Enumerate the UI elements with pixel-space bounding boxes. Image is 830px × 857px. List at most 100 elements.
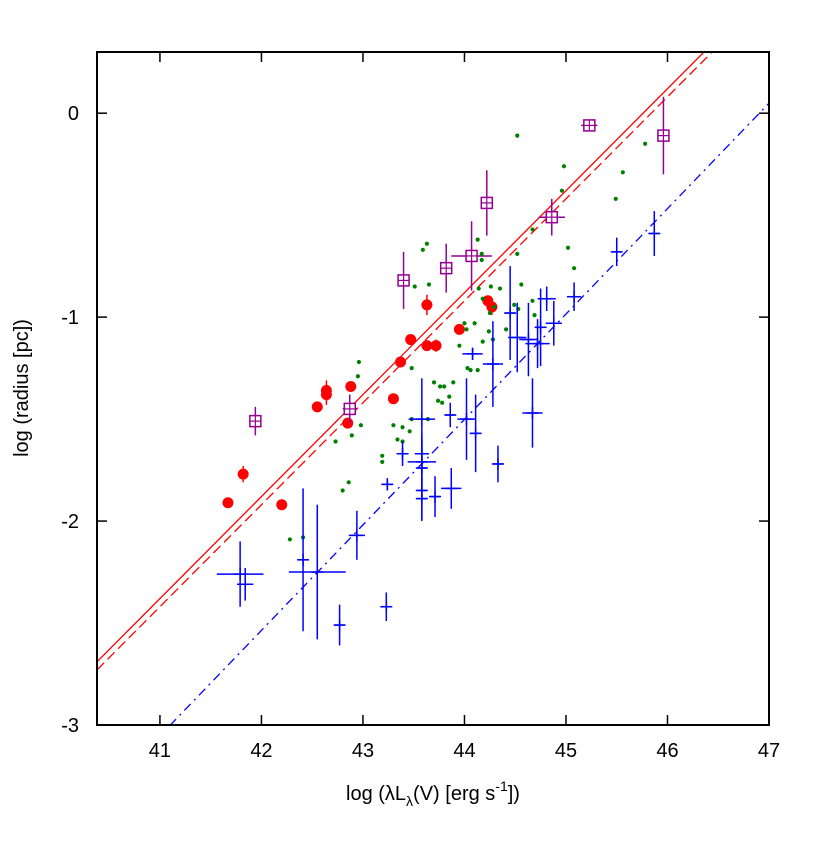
data-point: [571, 266, 577, 271]
data-point: [487, 310, 492, 316]
data-point: [530, 298, 535, 303]
data-point: [349, 433, 354, 438]
data-point: [530, 227, 535, 232]
data-point: [345, 380, 357, 392]
data-point: [643, 141, 648, 146]
data-point: [340, 488, 345, 493]
x-label-part: log (λL: [346, 783, 406, 805]
data-point: [453, 323, 465, 335]
data-point: [476, 286, 481, 291]
data-point: [420, 247, 425, 252]
data-point: [465, 366, 470, 371]
fit-line-dash-dot: [169, 102, 769, 725]
data-point: [512, 302, 517, 307]
data-point: [355, 374, 360, 379]
data-point: [424, 241, 430, 246]
data-point: [380, 459, 385, 465]
data-point: [395, 356, 407, 368]
plot-area: [97, 52, 769, 725]
x-label-subscript: λ: [406, 793, 413, 809]
data-point: [475, 237, 480, 242]
data-point: [342, 417, 354, 429]
data-point: [532, 312, 537, 318]
y-tick-label: -1: [61, 307, 79, 329]
x-axis-label: log (λLλ(V) [erg s-1]): [346, 778, 520, 809]
data-point: [320, 389, 332, 401]
data-point: [479, 257, 484, 263]
axes: 41 42 43 44 45 46 47 0 -1 -2 -3: [61, 52, 780, 762]
data-point: [222, 497, 234, 509]
data-point: [472, 321, 477, 326]
data-point: [430, 340, 442, 352]
series-dot: [287, 133, 648, 542]
y-tick-label: 0: [68, 103, 79, 125]
data-point: [442, 384, 447, 389]
data-point: [380, 453, 385, 458]
series-filled-circle: [222, 294, 498, 511]
x-tick-label: 41: [149, 740, 171, 762]
data-point: [438, 384, 443, 389]
x-tick-label: 47: [758, 740, 780, 762]
data-point: [620, 170, 625, 175]
data-point: [515, 133, 520, 138]
data-point: [431, 380, 437, 385]
data-point: [486, 329, 491, 334]
data-point: [387, 393, 399, 405]
data-point: [503, 327, 509, 332]
data-point: [287, 537, 292, 542]
x-tick-label: 44: [453, 740, 475, 762]
data-point: [356, 359, 361, 365]
data-point: [391, 423, 396, 428]
data-point: [613, 196, 618, 201]
series-boxed-plus: [249, 96, 670, 436]
data-point: [409, 366, 414, 371]
y-tick-label: -3: [61, 715, 79, 737]
x-label-superscript: -1: [495, 778, 508, 794]
data-point: [421, 299, 433, 311]
data-point: [405, 334, 417, 346]
data-point: [407, 429, 412, 434]
data-point: [421, 340, 433, 352]
data-point: [358, 423, 364, 428]
data-point: [462, 321, 467, 326]
data-point: [451, 380, 456, 385]
data-point: [468, 368, 473, 373]
x-label-part: ]): [508, 783, 520, 805]
data-point: [491, 304, 497, 310]
data-point: [237, 468, 249, 480]
data-point: [333, 439, 338, 444]
x-tick-label: 46: [656, 740, 678, 762]
data-point: [559, 188, 565, 193]
y-tick-label: -2: [61, 511, 79, 533]
data-point: [311, 401, 323, 413]
data-point: [565, 245, 571, 250]
data-point: [400, 425, 405, 430]
data-point: [475, 368, 480, 373]
data-point: [488, 284, 493, 289]
data-point: [497, 286, 503, 291]
data-point: [561, 164, 567, 169]
data-point: [440, 400, 445, 405]
data-point: [435, 398, 441, 403]
data-point: [480, 339, 485, 344]
data-point: [480, 296, 485, 301]
data-point: [479, 251, 484, 256]
data-point: [447, 394, 452, 399]
fit-line-dashed: [97, 52, 714, 671]
y-axis-label: log (radius [pc]): [11, 319, 33, 457]
data-point: [395, 437, 400, 442]
data-point: [515, 251, 520, 256]
data-point: [412, 284, 417, 289]
data-point: [346, 480, 351, 485]
fit-line-solid: [97, 52, 705, 663]
data-point: [464, 327, 469, 332]
data-point: [457, 343, 462, 348]
data-point: [276, 499, 288, 511]
plot-frame: [96, 51, 770, 726]
data-point: [426, 282, 432, 287]
series-cross-errorbar: [216, 211, 661, 646]
x-tick-label: 42: [250, 740, 272, 762]
x-tick-label: 45: [555, 740, 577, 762]
